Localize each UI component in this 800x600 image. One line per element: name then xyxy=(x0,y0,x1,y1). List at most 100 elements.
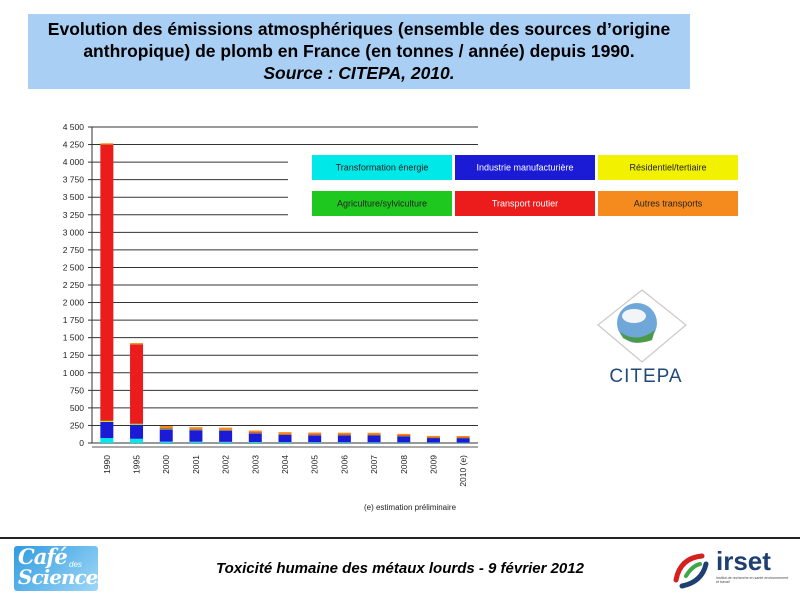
bar-segment xyxy=(159,441,173,443)
emissions-chart: 0 250 500 750 1 000 1 250 1 500 1 750 2 000 2 250… xyxy=(62,122,738,512)
bar-segment xyxy=(100,144,114,421)
bar-segment xyxy=(189,429,203,430)
bar-segment xyxy=(189,441,203,443)
bar-segment xyxy=(426,435,440,438)
bar-segment xyxy=(456,442,470,444)
bar-segment xyxy=(278,434,292,443)
chart-title-line-2: anthropique) de plomb en France (en tonn… xyxy=(83,41,635,61)
legend-swatch xyxy=(455,155,595,180)
bar-segment xyxy=(397,442,411,443)
y-tick-label: 3 000 xyxy=(63,227,85,237)
bar-segment xyxy=(456,437,470,438)
bar-segment xyxy=(159,428,173,429)
y-tick-label: 1 750 xyxy=(63,315,85,325)
x-tick-label: 1990 xyxy=(102,455,112,474)
y-tick-label: 750 xyxy=(70,385,84,395)
legend-label: Transformation énergie xyxy=(336,163,429,173)
cafe-logo-word: Café xyxy=(18,546,68,569)
y-tick-label: 2 750 xyxy=(63,245,85,255)
bar-segment xyxy=(456,438,470,443)
citepa-land-icon xyxy=(620,330,655,343)
bar-segment xyxy=(130,423,144,425)
citepa-cloud-icon xyxy=(622,309,646,323)
y-tick-label: 3 750 xyxy=(63,175,85,185)
bar-segment xyxy=(337,434,351,436)
bar-segment xyxy=(159,426,173,429)
y-tick-label: 4 000 xyxy=(63,157,85,167)
bar-segment xyxy=(337,435,351,443)
bar-segment xyxy=(426,442,440,444)
bar-segment xyxy=(130,424,144,439)
legend-swatch xyxy=(598,191,738,216)
irset-subtitle: Institut de recherche en santé environne… xyxy=(716,576,789,584)
bar-segment xyxy=(130,343,144,345)
bar-segment xyxy=(100,143,114,145)
y-tick-label: 2 000 xyxy=(63,298,85,308)
bar-segment xyxy=(159,428,173,429)
y-tick-label: 1 250 xyxy=(63,350,85,360)
bar-segment xyxy=(367,432,381,435)
footer-divider xyxy=(0,537,800,539)
bar-segment xyxy=(278,442,292,443)
bar-segment xyxy=(248,442,262,443)
bar-segment xyxy=(456,435,470,438)
bar-segment xyxy=(189,427,203,430)
bar-segment xyxy=(248,430,262,433)
bar-segment xyxy=(426,437,440,438)
citepa-logo: CITEPA xyxy=(597,289,687,387)
legend-label: Agriculture/sylviculture xyxy=(337,199,427,209)
x-tick-label: 2003 xyxy=(250,455,260,474)
bar-segment xyxy=(219,430,233,442)
legend-label: Transport routier xyxy=(492,199,558,209)
x-tick-label: 2008 xyxy=(399,455,409,474)
irset-wordmark: irset xyxy=(716,546,771,576)
legend-swatch xyxy=(598,155,738,180)
bar-segment xyxy=(100,420,114,422)
x-tick-label: 2004 xyxy=(280,455,290,474)
legend-label: Autres transports xyxy=(634,199,703,209)
bar-segment xyxy=(130,438,144,443)
bar-segment xyxy=(397,436,411,443)
y-tick-label: 0 xyxy=(79,438,84,448)
y-tick-label: 3 500 xyxy=(63,192,85,202)
y-tick-label: 3 250 xyxy=(63,210,85,220)
bar-segment xyxy=(367,434,381,436)
legend-label: Industrie manufacturière xyxy=(476,163,573,173)
bar-segment xyxy=(367,435,381,443)
bar-segment xyxy=(308,432,322,435)
cafe-logo-small: des xyxy=(69,560,82,569)
x-tick-label: 2010 (e) xyxy=(458,455,468,487)
bar-segment xyxy=(130,423,144,425)
y-tick-label: 250 xyxy=(70,420,84,430)
bar-segment xyxy=(397,435,411,436)
bar-segment xyxy=(278,434,292,435)
bar-segment xyxy=(337,432,351,435)
cafe-logo-word-2: Sciences xyxy=(18,565,98,589)
x-tick-label: 2000 xyxy=(161,455,171,474)
footer-caption: Toxicité humaine des métaux lourds - 9 f… xyxy=(216,560,584,577)
bar-segment xyxy=(248,433,262,443)
bar-segment xyxy=(426,437,440,443)
bar-segment xyxy=(308,435,322,443)
bar-segment xyxy=(130,344,144,424)
bar-segment xyxy=(248,432,262,433)
chart-source: Source : CITEPA, 2010. xyxy=(263,63,455,83)
y-tick-label: 1 500 xyxy=(63,333,85,343)
x-tick-label: 1995 xyxy=(132,455,142,474)
x-tick-label: 2009 xyxy=(428,455,438,474)
legend-swatch xyxy=(312,191,452,216)
bar-segment xyxy=(100,438,114,443)
x-tick-label: 2006 xyxy=(339,455,349,474)
bar-segment xyxy=(189,430,203,442)
y-tick-label: 2 500 xyxy=(63,262,85,272)
bar-segment xyxy=(159,429,173,442)
bar-segment xyxy=(100,421,114,439)
bar-segment xyxy=(278,432,292,435)
legend-swatch xyxy=(455,191,595,216)
y-tick-label: 500 xyxy=(70,403,84,413)
x-tick-label: 2007 xyxy=(369,455,379,474)
x-tick-label: 2001 xyxy=(191,455,201,474)
estimation-note: (e) estimation préliminaire xyxy=(364,503,457,512)
bar-segment xyxy=(397,433,411,436)
bar-segment xyxy=(100,420,114,422)
